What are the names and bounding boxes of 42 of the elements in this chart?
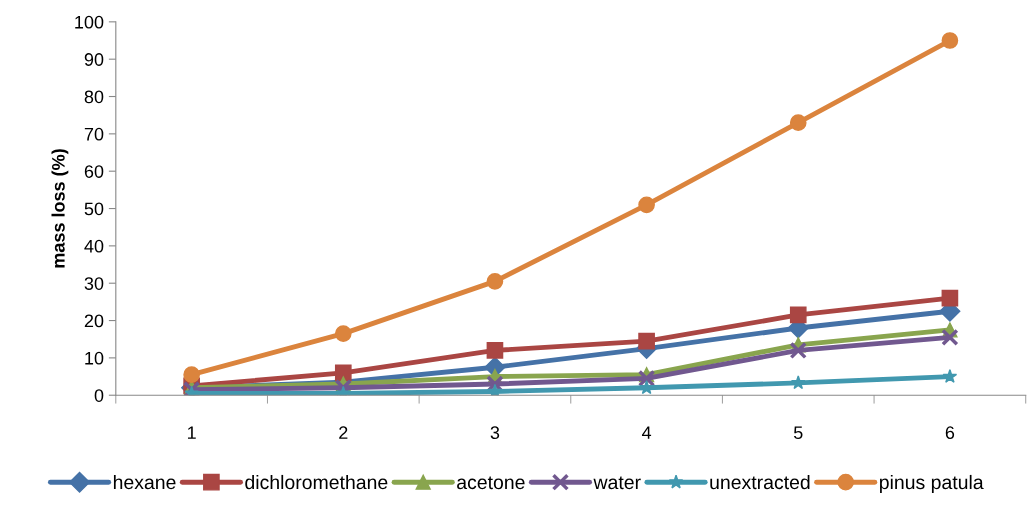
y-tick-label: 0 <box>94 389 104 402</box>
y-tick-label: 40 <box>84 239 104 253</box>
x-tick-label: 5 <box>793 426 803 440</box>
y-tick-label: 20 <box>84 314 104 328</box>
point <box>638 332 655 350</box>
x-tick-label: 4 <box>641 426 652 439</box>
legend-label: pinus patula <box>880 474 984 494</box>
x-tick-label: 2 <box>339 426 348 439</box>
legend-label: hexane <box>113 474 176 490</box>
point <box>639 380 654 395</box>
y-tick-label: 80 <box>84 90 104 104</box>
point <box>334 325 352 342</box>
x-tick-label: 1 <box>187 426 196 439</box>
point <box>334 364 352 382</box>
legend-label: unextracted <box>710 474 810 490</box>
point <box>789 306 807 324</box>
point <box>183 366 200 384</box>
x-tick-label: 6 <box>945 426 955 440</box>
point <box>486 273 504 290</box>
legend-label: acetone <box>457 476 525 490</box>
legend-label: dichloromethane <box>245 474 388 490</box>
point <box>486 342 504 359</box>
y-tick-label: 60 <box>84 165 104 178</box>
y-tick-label: 70 <box>84 127 104 141</box>
y-tick-label: 100 <box>75 15 104 29</box>
point <box>637 369 656 388</box>
point <box>942 368 958 383</box>
point <box>941 32 959 49</box>
y-tick-label: 90 <box>84 53 104 66</box>
point <box>941 289 959 307</box>
legend-label: water <box>593 476 641 490</box>
point <box>789 114 807 131</box>
y-tick-label: 50 <box>84 202 104 216</box>
x-tick-label: 3 <box>490 426 500 440</box>
y-tick-label: 30 <box>84 277 104 290</box>
point <box>789 341 807 360</box>
point <box>638 196 655 214</box>
y-axis-title: mass loss (%) <box>51 149 69 268</box>
point <box>790 375 806 390</box>
y-tick-label: 10 <box>85 351 104 365</box>
point <box>487 383 503 396</box>
point <box>941 328 959 347</box>
